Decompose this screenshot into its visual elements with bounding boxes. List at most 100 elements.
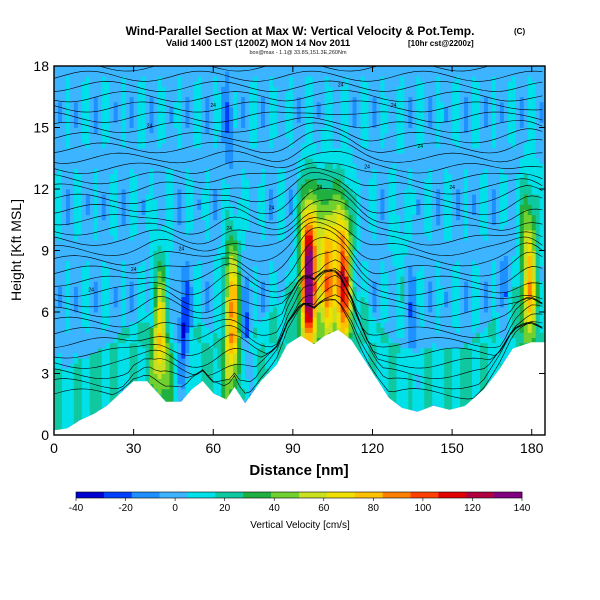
velocity-cell: [173, 368, 178, 374]
velocity-cell: [221, 301, 226, 308]
velocity-cell: [304, 281, 310, 287]
velocity-cell: [105, 153, 111, 159]
velocity-cell: [181, 322, 186, 328]
velocity-cell: [209, 173, 214, 180]
velocity-cell: [249, 158, 254, 164]
velocity-cell: [113, 214, 119, 221]
velocity-cell: [193, 230, 198, 236]
velocity-cell: [149, 158, 154, 164]
velocity-cell: [209, 368, 214, 374]
velocity-cell: [109, 107, 115, 113]
velocity-cell: [65, 209, 71, 216]
velocity-cell: [109, 71, 115, 77]
velocity-cell: [272, 342, 278, 349]
velocity-cell: [85, 183, 91, 190]
velocity-cell: [225, 142, 230, 149]
velocity-cell: [213, 148, 218, 154]
velocity-cell: [312, 132, 318, 139]
velocity-cell: [225, 312, 230, 318]
velocity-cell: [193, 342, 198, 349]
velocity-cell: [276, 296, 282, 303]
velocity-cell: [193, 71, 198, 77]
velocity-cell: [157, 296, 162, 303]
velocity-cell: [73, 178, 79, 185]
chart-subsubtitle: box@max - 1.1@ 33.8S,151.3E,260Nm: [249, 50, 346, 56]
velocity-cell: [261, 271, 266, 277]
velocity-cell: [205, 219, 210, 226]
velocity-cell: [261, 107, 266, 113]
velocity-cell: [197, 363, 202, 369]
velocity-cell: [265, 204, 270, 210]
velocity-cell: [85, 296, 91, 303]
velocity-cell: [181, 332, 186, 339]
velocity-cell: [145, 163, 150, 169]
velocity-cell: [261, 132, 266, 139]
velocity-cell: [209, 286, 214, 292]
velocity-cell: [129, 209, 135, 216]
velocity-cell: [292, 153, 298, 159]
velocity-cell: [73, 296, 79, 303]
velocity-cell: [109, 168, 115, 175]
velocity-cell: [141, 286, 146, 292]
velocity-cell: [292, 96, 298, 103]
velocity-cell: [229, 271, 234, 277]
velocity-cell: [149, 194, 154, 200]
velocity-cell: [213, 342, 218, 349]
velocity-cell: [249, 250, 254, 257]
velocity-cell: [73, 312, 79, 318]
velocity-cell: [316, 276, 322, 282]
velocity-cell: [145, 76, 150, 82]
velocity-cell: [197, 148, 202, 154]
velocity-cell: [85, 342, 91, 349]
velocity-cell: [300, 317, 306, 323]
velocity-cell: [225, 281, 230, 287]
velocity-cell: [245, 117, 250, 123]
velocity-cell: [109, 173, 115, 180]
velocity-cell: [205, 76, 210, 82]
velocity-cell: [272, 173, 278, 180]
velocity-cell: [197, 358, 202, 364]
velocity-cell: [253, 255, 258, 262]
velocity-cell: [261, 148, 266, 154]
velocity-cell: [245, 122, 250, 128]
velocity-cell: [117, 383, 123, 390]
velocity-cell: [300, 137, 306, 144]
velocity-cell: [292, 66, 298, 72]
velocity-cell: [249, 327, 254, 333]
velocity-cell: [153, 332, 158, 339]
velocity-cell: [245, 96, 250, 103]
velocity-cell: [280, 224, 286, 231]
velocity-cell: [304, 214, 310, 221]
velocity-cell: [173, 122, 178, 128]
velocity-cell: [241, 153, 246, 159]
velocity-cell: [316, 301, 322, 308]
velocity-cell: [324, 163, 330, 169]
velocity-cell: [69, 204, 75, 210]
velocity-cell: [253, 291, 258, 298]
velocity-cell: [109, 235, 115, 241]
velocity-cell: [73, 101, 79, 108]
velocity-cell: [272, 276, 278, 282]
velocity-cell: [181, 260, 186, 267]
velocity-cell: [245, 337, 250, 344]
velocity-cell: [300, 81, 306, 87]
velocity-cell: [288, 250, 294, 257]
velocity-cell: [197, 224, 202, 231]
velocity-cell: [300, 209, 306, 216]
velocity-cell: [205, 127, 210, 134]
velocity-cell: [141, 332, 146, 339]
velocity-cell: [121, 76, 127, 82]
velocity-cell: [316, 240, 322, 246]
velocity-cell: [193, 224, 198, 231]
velocity-cell: [113, 337, 119, 344]
velocity-cell: [169, 301, 174, 308]
velocity-cell: [225, 301, 230, 308]
velocity-cell: [221, 394, 226, 400]
velocity-cell: [304, 194, 310, 200]
velocity-cell: [69, 291, 75, 298]
velocity-cell: [205, 255, 210, 262]
velocity-cell: [257, 240, 262, 246]
velocity-cell: [149, 96, 154, 103]
velocity-cell: [296, 101, 302, 108]
velocity-cell: [241, 224, 246, 231]
